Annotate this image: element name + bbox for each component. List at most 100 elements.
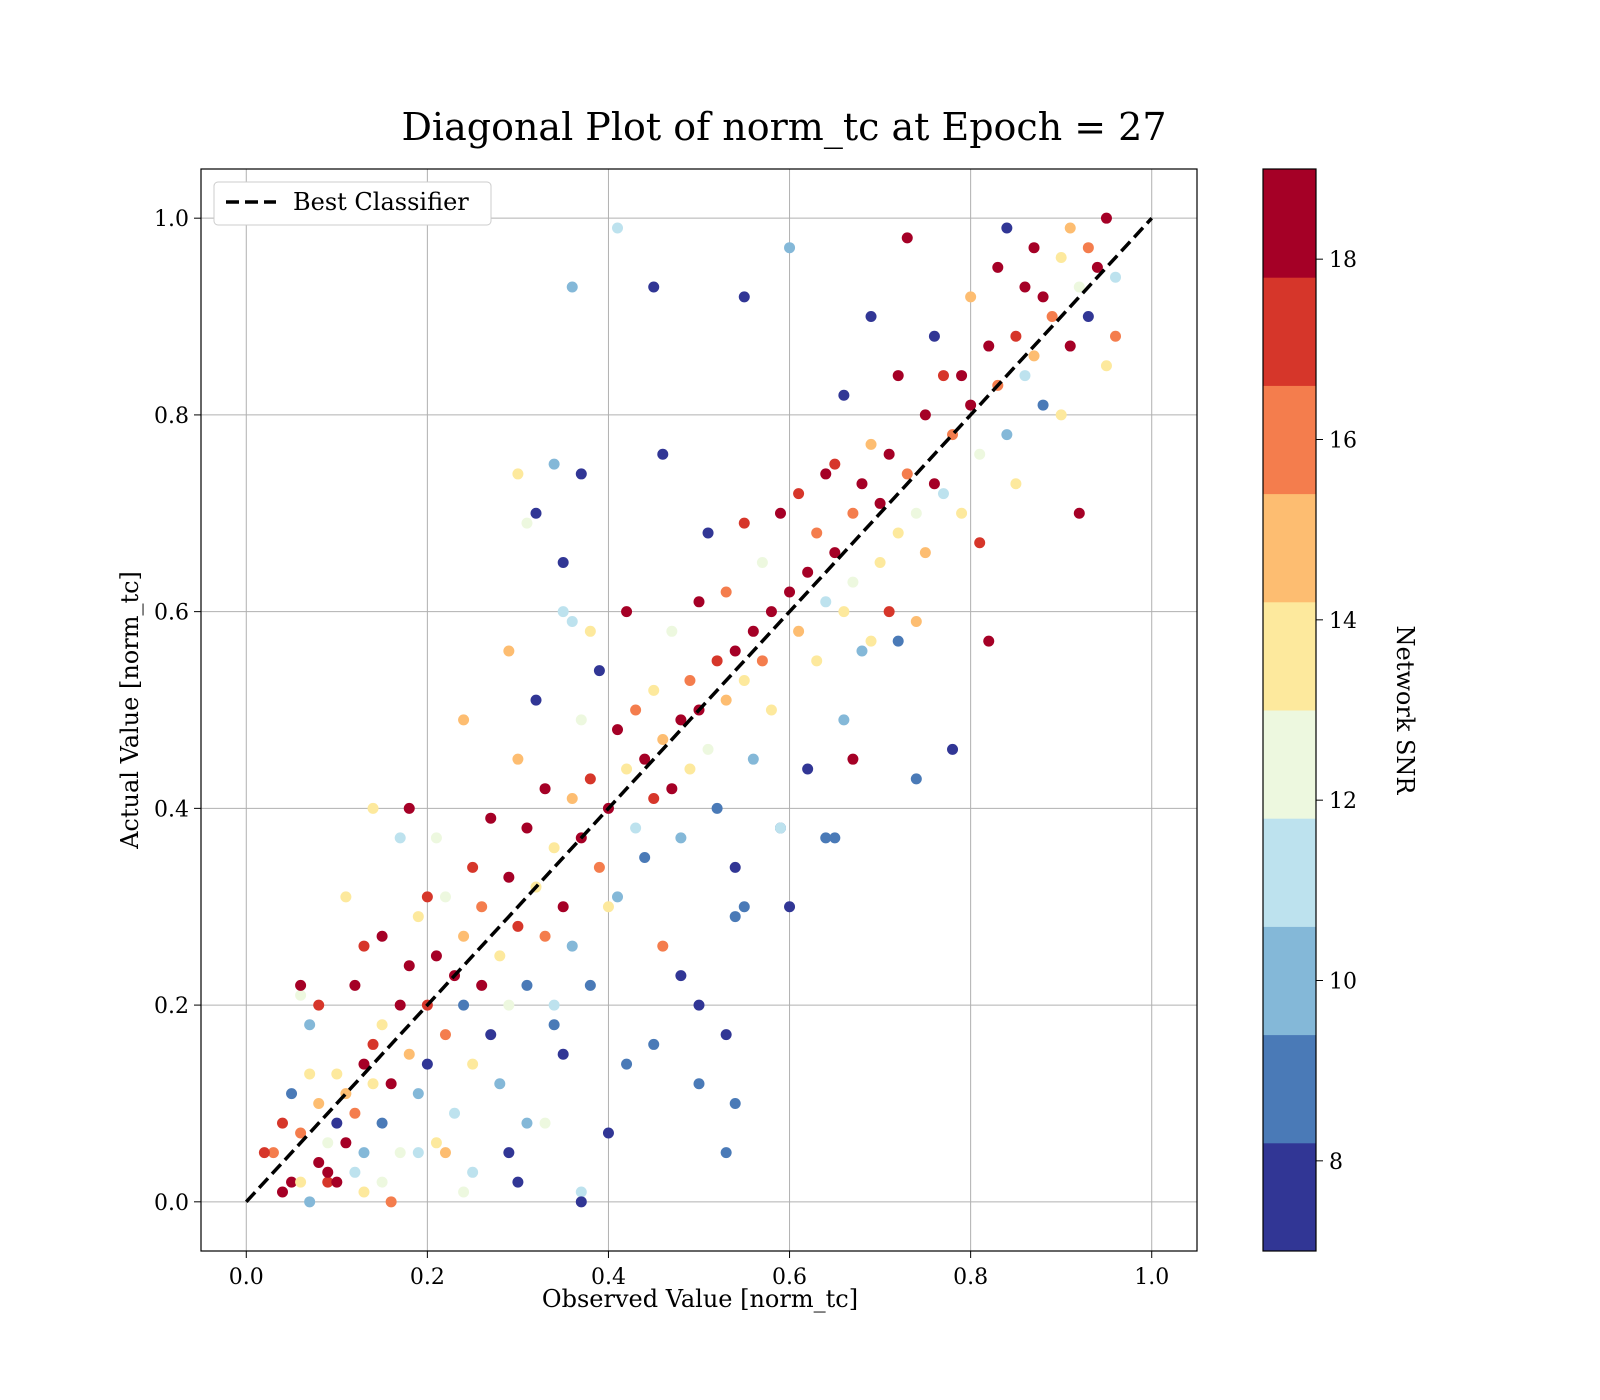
scatter-point [910,773,922,785]
scatter-point [1028,242,1040,254]
scatter-point [639,852,651,864]
scatter-point [566,793,578,805]
scatter-point [313,1156,325,1168]
scatter-point [1010,478,1022,490]
scatter-point [865,438,877,450]
y-tick-label: 0.8 [154,404,189,429]
scatter-point [548,1019,560,1031]
scatter-point [838,389,850,401]
scatter-point [367,802,379,814]
scatter-point [738,901,750,913]
scatter-point [838,606,850,618]
scatter-point [439,1147,451,1159]
colorbar-frame [1262,168,1317,1252]
scatter-point [521,1117,533,1129]
scatter-point [1037,291,1049,303]
scatter-point [729,1097,741,1109]
scatter-point [630,822,642,834]
scatter-point [403,802,415,814]
scatter-point [820,832,832,844]
scatter-point [267,1147,279,1159]
scatter-point [430,1137,442,1149]
scatter-point [340,891,352,903]
scatter-point [530,694,542,706]
scatter-point [702,527,714,539]
scatter-point [820,596,832,608]
scatter-point [965,399,977,411]
scatter-point [1046,311,1058,323]
scatter-point [439,1029,451,1041]
scatter-point [1055,409,1067,421]
scatter-point [738,674,750,686]
scatter-point [648,684,660,696]
scatter-point [621,606,633,618]
scatter-point [403,960,415,972]
scatter-point [784,901,796,913]
plot-frame [200,168,1198,1252]
scatter-point [675,832,687,844]
scatter-point [1110,271,1122,283]
scatter-point [385,1078,397,1090]
scatter-point [458,714,470,726]
scatter-point [720,694,732,706]
scatter-point [485,812,497,824]
scatter-point [566,615,578,627]
scatter-point [621,763,633,775]
scatter-point [331,1117,343,1129]
scatter-point [648,281,660,293]
scatter-point [295,1176,307,1188]
scatter-point [1019,370,1031,382]
plot-area: 0.0 0.2 0.4 0.6 0.8 1.0 0.0 0.2 0.4 0.6 0.8 1.0 [154,168,1198,1290]
colorbar-segment [1263,493,1316,603]
colorbar-tick-label: 16 [1329,429,1357,454]
y-tick-label: 0.0 [154,1191,189,1216]
scatter-point [711,655,723,667]
scatter-point [838,714,850,726]
scatter-point [349,1107,361,1119]
scatter-point [367,1038,379,1050]
scatter-point [503,645,515,657]
scatter-point [512,753,524,765]
scatter-point [494,950,506,962]
y-tick-label: 0.2 [154,994,189,1019]
scatter-point [1019,281,1031,293]
scatter-point [693,999,705,1011]
scatter-point [575,468,587,480]
scatter-point [720,1147,732,1159]
scatter-point [593,665,605,677]
scatter-point [720,1029,732,1041]
scatter-point [358,1147,370,1159]
scatter-point [1110,330,1122,342]
scatter-point [458,1186,470,1198]
scatter-point [974,537,986,549]
scatter-point [874,497,886,509]
scatter-point [1082,311,1094,323]
scatter-point [557,606,569,618]
scatter-point [865,311,877,323]
scatter-point [1037,399,1049,411]
scatter-point [584,979,596,991]
scatter-point [394,832,406,844]
scatter-point [512,468,524,480]
scatter-point [458,999,470,1011]
scatter-point [512,1176,524,1188]
scatter-point [738,291,750,303]
scatter-point [313,999,325,1011]
scatter-point [793,488,805,500]
scatter-point [612,891,624,903]
scatter-point [476,979,488,991]
scatter-point [756,556,768,568]
scatter-point [304,1019,316,1031]
scatter-point [983,635,995,647]
scatter-point [367,1078,379,1090]
scatter-point [956,507,968,519]
colorbar-tick-label: 14 [1329,609,1357,634]
scatter-point [575,714,587,726]
scatter-point [385,1196,397,1208]
scatter-point [684,763,696,775]
scatter-point [276,1186,288,1198]
scatter-point [557,556,569,568]
scatter-point [412,911,424,923]
scatter-point [1100,360,1112,372]
